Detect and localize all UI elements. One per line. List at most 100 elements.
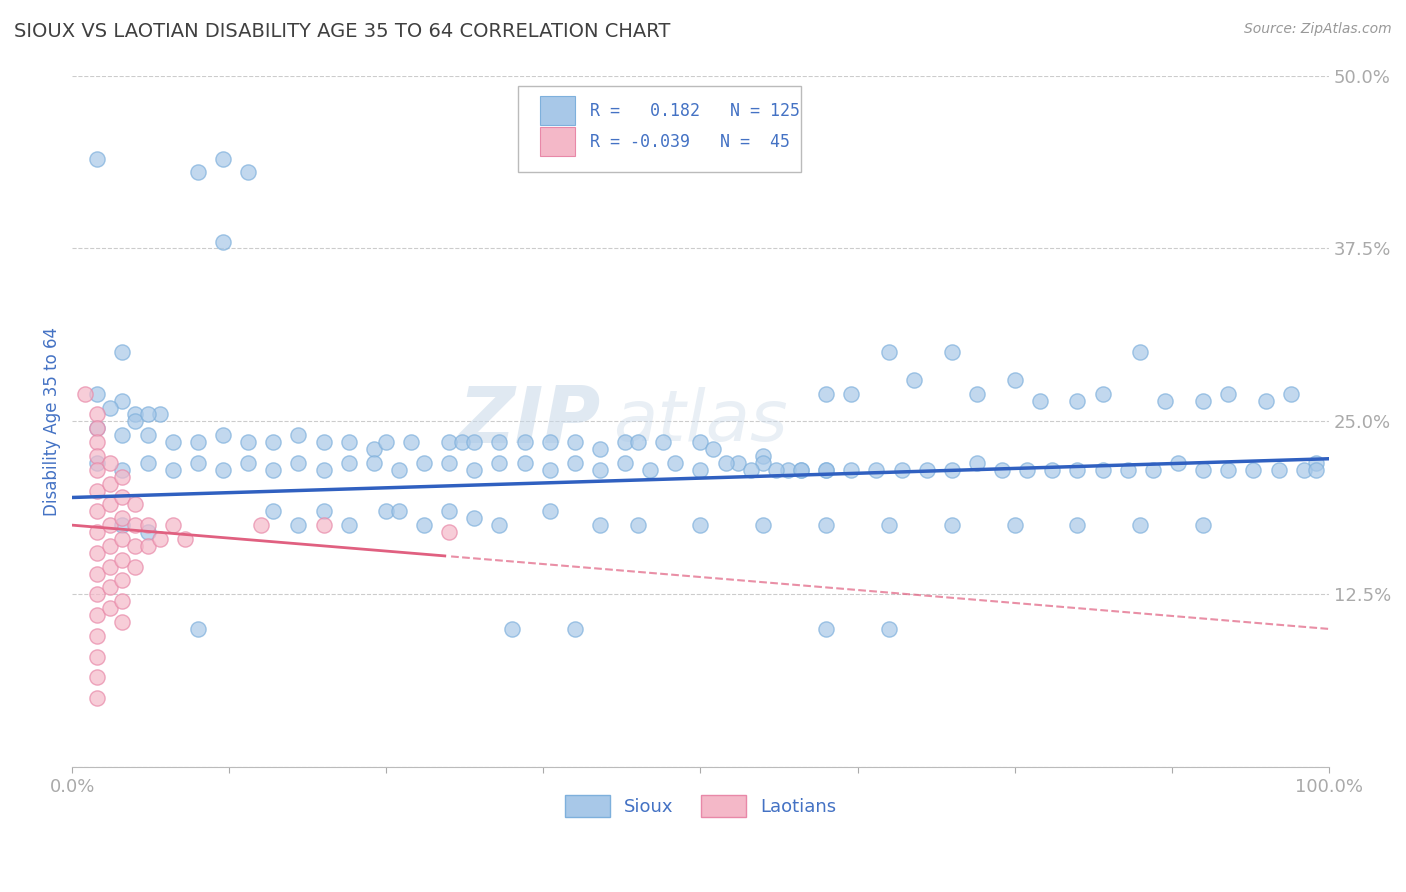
Point	[589, 463, 612, 477]
Text: ZIP: ZIP	[458, 384, 600, 459]
Point	[86, 504, 108, 518]
Point	[1116, 463, 1139, 477]
Point	[187, 622, 209, 636]
Point	[877, 345, 900, 359]
Point	[966, 386, 988, 401]
Point	[1129, 345, 1152, 359]
Point	[564, 456, 586, 470]
Point	[98, 456, 121, 470]
Point	[86, 670, 108, 684]
Point	[702, 442, 724, 456]
Point	[589, 518, 612, 533]
Point	[363, 442, 385, 456]
Point	[86, 152, 108, 166]
Point	[111, 491, 134, 505]
Point	[538, 463, 561, 477]
Point	[538, 435, 561, 450]
Point	[1292, 463, 1315, 477]
Point	[262, 504, 284, 518]
Point	[149, 532, 172, 546]
Point	[437, 524, 460, 539]
Point	[752, 449, 775, 463]
Point	[111, 532, 134, 546]
Point	[1305, 463, 1327, 477]
Point	[86, 524, 108, 539]
Point	[1218, 463, 1240, 477]
Point	[752, 518, 775, 533]
Point	[790, 463, 813, 477]
Point	[111, 393, 134, 408]
Point	[124, 414, 146, 428]
Point	[375, 504, 398, 518]
Point	[413, 518, 436, 533]
Point	[941, 345, 963, 359]
Point	[839, 463, 862, 477]
Point	[727, 456, 749, 470]
Point	[86, 421, 108, 435]
Point	[111, 518, 134, 533]
Point	[111, 511, 134, 525]
Point	[86, 421, 108, 435]
Point	[513, 435, 536, 450]
Point	[1267, 463, 1289, 477]
Point	[236, 456, 259, 470]
Point	[86, 449, 108, 463]
Point	[98, 518, 121, 533]
Point	[136, 456, 159, 470]
Point	[839, 386, 862, 401]
Point	[815, 463, 838, 477]
Point	[538, 504, 561, 518]
Point	[86, 691, 108, 706]
Point	[463, 511, 485, 525]
Point	[86, 386, 108, 401]
Point	[865, 463, 887, 477]
Point	[111, 615, 134, 629]
FancyBboxPatch shape	[519, 86, 801, 172]
Point	[1192, 393, 1215, 408]
Point	[1241, 463, 1264, 477]
Point	[86, 463, 108, 477]
Point	[638, 463, 661, 477]
Text: Source: ZipAtlas.com: Source: ZipAtlas.com	[1244, 22, 1392, 37]
Point	[1129, 518, 1152, 533]
Bar	[540, 128, 575, 156]
Point	[437, 504, 460, 518]
Point	[162, 463, 184, 477]
Point	[1254, 393, 1277, 408]
Point	[765, 463, 787, 477]
Point	[689, 518, 711, 533]
Point	[73, 386, 96, 401]
Point	[136, 518, 159, 533]
Point	[174, 532, 197, 546]
Text: R =   0.182   N = 125: R = 0.182 N = 125	[591, 102, 800, 120]
Point	[941, 518, 963, 533]
Point	[312, 518, 335, 533]
Point	[689, 435, 711, 450]
Point	[262, 435, 284, 450]
Point	[124, 559, 146, 574]
Point	[564, 622, 586, 636]
Point	[187, 435, 209, 450]
Point	[86, 566, 108, 581]
Point	[136, 539, 159, 553]
Point	[86, 608, 108, 623]
Point	[111, 469, 134, 483]
Point	[463, 435, 485, 450]
Point	[463, 463, 485, 477]
Point	[212, 152, 235, 166]
Point	[136, 408, 159, 422]
Point	[401, 435, 423, 450]
Point	[312, 463, 335, 477]
Point	[287, 428, 309, 442]
Point	[187, 165, 209, 179]
Point	[614, 456, 637, 470]
Point	[86, 546, 108, 560]
Point	[437, 456, 460, 470]
Point	[98, 497, 121, 511]
Point	[1279, 386, 1302, 401]
Point	[388, 463, 411, 477]
Point	[111, 428, 134, 442]
Point	[1040, 463, 1063, 477]
Point	[815, 386, 838, 401]
Point	[413, 456, 436, 470]
